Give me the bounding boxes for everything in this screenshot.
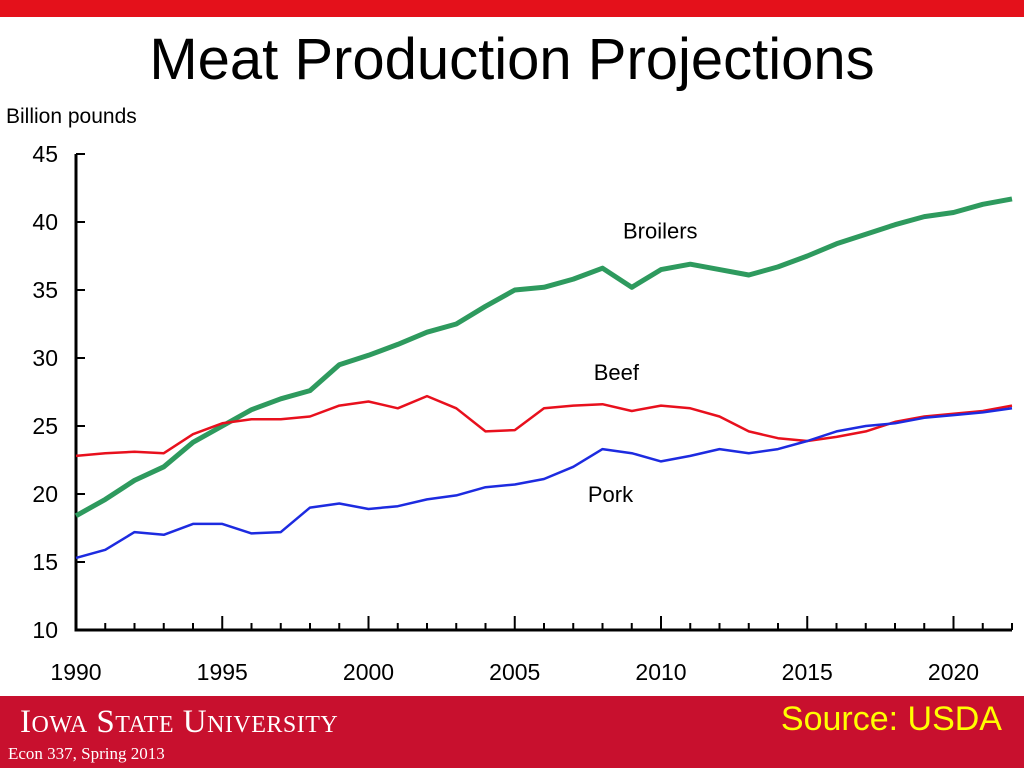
y-tick-label: 10 bbox=[32, 617, 58, 643]
x-tick-label: 2015 bbox=[782, 659, 833, 685]
x-tick-label: 2005 bbox=[489, 659, 540, 685]
course-label: Econ 337, Spring 2013 bbox=[8, 744, 165, 763]
slide-title: Meat Production Projections bbox=[149, 27, 875, 92]
x-tick-label: 2020 bbox=[928, 659, 979, 685]
axes: 10 15 20 25 30 35 40 45 1990 1995 2000 2005 2010 2015… bbox=[32, 141, 1013, 685]
x-tick-label: 1990 bbox=[50, 659, 101, 685]
university-logo: IOWA STATE UNIVERSITY bbox=[20, 704, 339, 740]
y-tick-label: 40 bbox=[32, 209, 58, 235]
y-tick-label: 25 bbox=[32, 413, 58, 439]
source-label: Source: USDA bbox=[780, 700, 1002, 738]
footer-bar: IOWA STATE UNIVERSITY Econ 337, Spring 2… bbox=[0, 696, 1024, 768]
series-line-broilers bbox=[74, 196, 1013, 518]
y-tick-label: 15 bbox=[32, 549, 58, 575]
x-tick-label: 2000 bbox=[343, 659, 394, 685]
y-tick-label: 45 bbox=[32, 141, 58, 167]
series-line-pork bbox=[75, 407, 1013, 560]
series-group bbox=[74, 196, 1013, 560]
series-labels: Broilers Beef Pork bbox=[588, 218, 698, 507]
y-tick-label: 30 bbox=[32, 345, 58, 371]
series-label-beef: Beef bbox=[594, 360, 640, 385]
top-accent-bar bbox=[0, 0, 1024, 17]
y-tick-label: 20 bbox=[32, 481, 58, 507]
line-chart: Billion pounds 10 15 20 25 30 35 40 45 1990 1995 2… bbox=[6, 105, 1013, 685]
y-axis-label: Billion pounds bbox=[6, 105, 137, 128]
series-label-broilers: Broilers bbox=[623, 218, 698, 243]
series-label-pork: Pork bbox=[588, 482, 634, 507]
y-tick-label: 35 bbox=[32, 277, 58, 303]
series-line-beef bbox=[75, 394, 1013, 458]
x-tick-label: 1995 bbox=[197, 659, 248, 685]
x-tick-label: 2010 bbox=[635, 659, 686, 685]
